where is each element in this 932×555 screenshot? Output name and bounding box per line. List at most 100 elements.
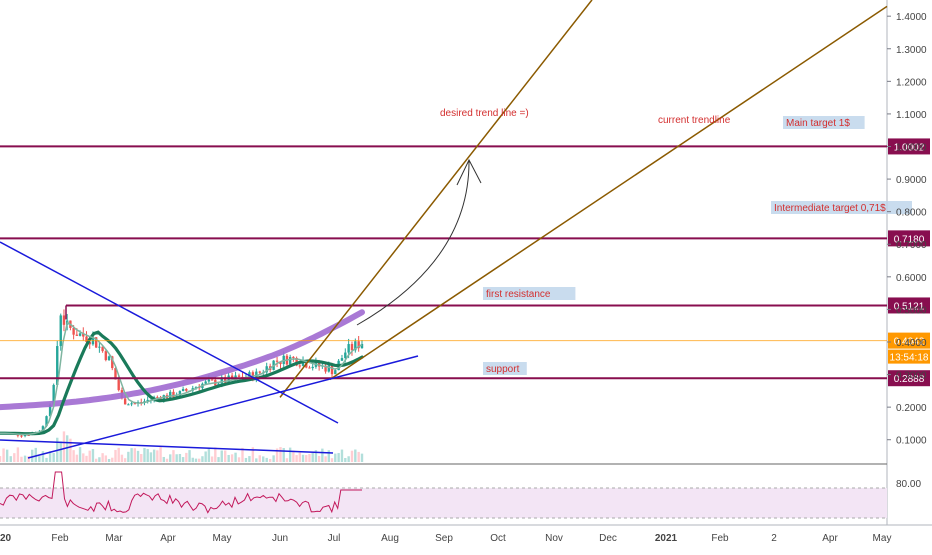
descending-blue-line xyxy=(0,241,339,424)
price-tick-label: 0.5000 xyxy=(896,305,927,316)
candle-body xyxy=(347,344,350,353)
ma-medium-line xyxy=(0,330,364,436)
volume-bar xyxy=(317,455,321,462)
volume-bar xyxy=(9,456,12,462)
price-tick-label: 1.3000 xyxy=(896,45,927,56)
volume-bar xyxy=(45,457,48,462)
volume-bar xyxy=(227,454,230,462)
candle-body xyxy=(48,404,52,417)
annotations: desired trend line =) current trendline Ma… xyxy=(440,108,912,375)
candle-body xyxy=(156,397,159,399)
note-intermediate-target-box xyxy=(771,201,912,214)
price-tick-label: 0.8000 xyxy=(896,208,927,219)
candle-body xyxy=(94,337,98,348)
time-tick-label: Feb xyxy=(711,533,729,544)
candle-body xyxy=(220,377,223,384)
price-axis: 1.0002 0.7180 0.5121 0.2888 0.4042 13:54:18 0.… xyxy=(887,12,930,447)
volume-bar xyxy=(198,458,201,462)
volume-bar xyxy=(85,455,88,462)
price-tick-label: 0.2000 xyxy=(896,403,927,414)
volume-bar xyxy=(354,449,357,462)
note-main-target-box xyxy=(783,116,865,129)
volume-bar xyxy=(350,450,354,462)
note-support-box xyxy=(483,362,527,375)
volume-bar xyxy=(59,441,62,462)
volume-bar xyxy=(344,457,347,462)
volume-bar xyxy=(69,438,72,462)
candle-body xyxy=(101,346,104,352)
time-tick-label: Sep xyxy=(435,533,453,544)
candle-body xyxy=(107,356,111,361)
level-price-tag xyxy=(888,370,930,387)
volume-bar xyxy=(75,454,79,462)
candle-body xyxy=(41,426,45,432)
moving-averages xyxy=(0,309,365,436)
volume-bar xyxy=(234,452,237,462)
volume-bar xyxy=(185,452,188,462)
candle-body xyxy=(334,370,337,375)
volume-bar xyxy=(162,456,165,462)
level-price-text: 0.7180 xyxy=(894,234,925,245)
volume-bar xyxy=(285,458,289,462)
volume-bar xyxy=(72,450,75,462)
price-tick-label: 0.1000 xyxy=(896,436,927,447)
volume-bar xyxy=(282,448,285,462)
volume-bar xyxy=(194,458,198,462)
volume-bar xyxy=(34,447,37,462)
candle-body xyxy=(111,356,114,369)
candle-body xyxy=(181,388,185,392)
volume-bar xyxy=(324,456,327,462)
candle-body xyxy=(308,367,311,369)
desired-trend-line xyxy=(279,0,593,398)
volume-bar xyxy=(230,454,234,462)
candle-body xyxy=(360,343,364,349)
level-price-text: 0.2888 xyxy=(894,374,925,385)
note-first-resistance-box xyxy=(483,287,576,300)
candle-body xyxy=(20,435,23,437)
candle-body xyxy=(185,388,188,391)
time-tick-label: Jul xyxy=(328,533,341,544)
candle-body xyxy=(85,336,88,343)
volume-bar xyxy=(120,454,124,462)
time-axis: 2020 Feb Mar Apr May Jun Jul Aug Sep Oct Nov Dec 202… xyxy=(0,533,891,544)
time-tick-label: 2021 xyxy=(655,533,678,544)
candle-body xyxy=(146,399,149,402)
candle-body xyxy=(223,377,227,383)
price-tick-label: 0.9000 xyxy=(896,175,927,186)
candle-body xyxy=(350,344,354,351)
candle-body xyxy=(117,379,120,391)
candle-body xyxy=(52,384,55,405)
volume-bar xyxy=(152,449,156,462)
volume-bar xyxy=(292,450,295,462)
candle-body xyxy=(324,365,327,372)
volume-bar xyxy=(78,447,82,462)
time-tick-label: Mar xyxy=(105,533,123,544)
volume-bar xyxy=(268,458,272,462)
time-tick-label: Feb xyxy=(51,533,69,544)
volume-bar xyxy=(207,447,211,462)
volume-bar xyxy=(251,447,255,462)
level-price-tag xyxy=(888,230,930,247)
rsi-band xyxy=(0,488,887,518)
time-tick-label: Jun xyxy=(272,533,288,544)
candle-body xyxy=(311,366,314,369)
candle-body xyxy=(279,361,282,365)
volume-bar xyxy=(159,447,162,462)
candle-body xyxy=(234,375,237,379)
time-tick-label: Dec xyxy=(599,533,617,544)
candle-body xyxy=(330,365,334,375)
candle-body xyxy=(27,434,30,436)
volume-bar xyxy=(201,456,204,462)
volume-bar xyxy=(360,453,364,462)
candle-body xyxy=(78,333,82,336)
candle-body xyxy=(230,375,234,379)
time-tick-label: Apr xyxy=(160,533,176,544)
candle-body xyxy=(340,358,344,361)
volume-bar xyxy=(308,454,311,462)
volume-bar xyxy=(275,448,279,462)
arrow-head xyxy=(456,158,482,186)
volume-bars xyxy=(0,431,364,462)
volume-bar xyxy=(16,447,20,462)
candle-body xyxy=(159,397,162,401)
